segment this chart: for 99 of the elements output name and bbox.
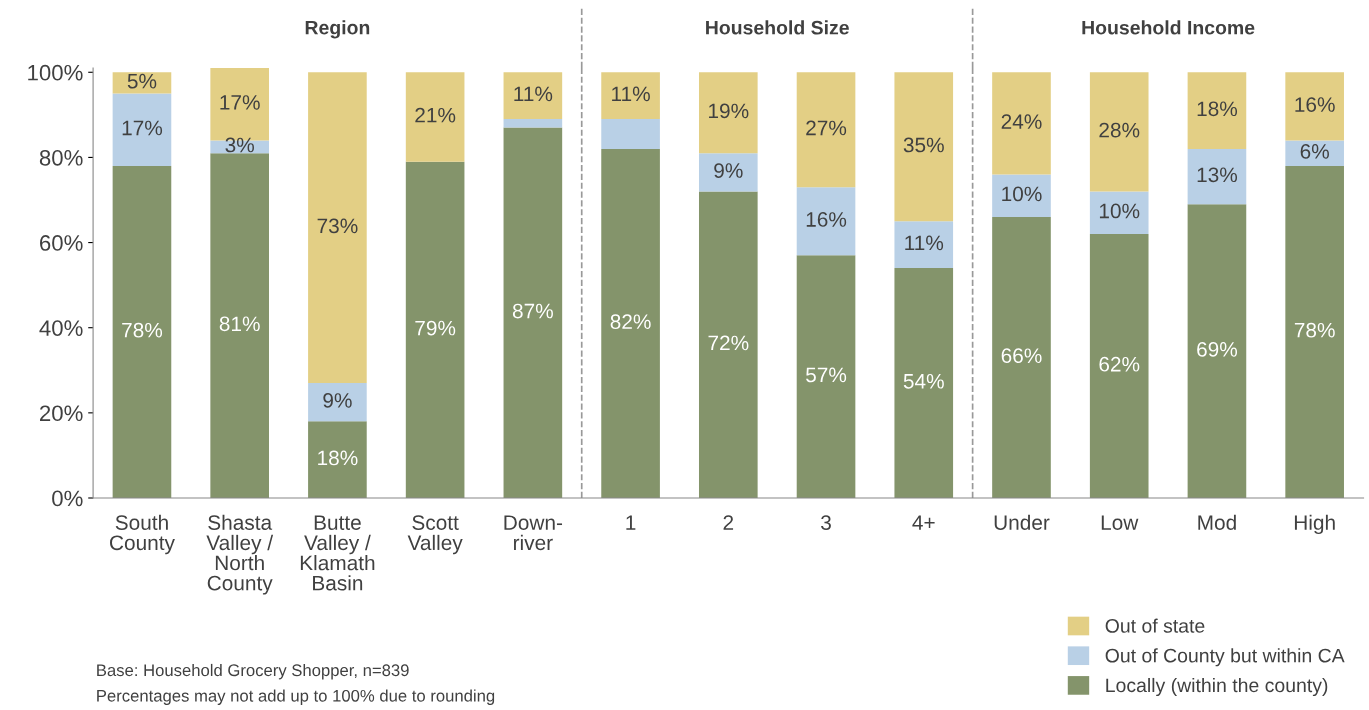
bar — [894, 268, 954, 498]
bar — [894, 72, 954, 222]
data-label: 69% — [1197, 341, 1238, 357]
bar — [112, 93, 172, 166]
y-tick-label: 100% — [28, 64, 83, 81]
y-tick-label: 20% — [40, 405, 83, 422]
bar — [405, 161, 465, 498]
data-label: 79% — [415, 320, 456, 336]
data-label: 18% — [318, 450, 358, 466]
bar — [894, 221, 954, 269]
data-label: 66% — [1001, 348, 1042, 364]
bar — [601, 119, 660, 149]
x-tick-label: South County — [110, 514, 175, 555]
bar — [1285, 72, 1344, 141]
text: Base: Household Grocery Shopper, n=839 — [97, 663, 409, 680]
data-label: 18% — [1197, 101, 1238, 117]
bar — [992, 174, 1051, 218]
bar — [210, 153, 269, 498]
data-label: 72% — [708, 335, 749, 351]
data-label: 9% — [323, 393, 352, 408]
text: Household Size — [706, 20, 849, 35]
bar — [1187, 204, 1247, 498]
data-label: 16% — [1295, 97, 1335, 112]
data-label: 9% — [714, 163, 743, 178]
bar — [308, 421, 367, 498]
bar — [1089, 72, 1149, 192]
data-label: 11% — [612, 86, 650, 102]
legend-label: Out of state — [1105, 618, 1205, 633]
bar — [698, 191, 758, 498]
legend-label: Out of County but within CA — [1105, 648, 1345, 667]
x-tick-label: Butte Valley / Klamath Basin — [300, 515, 375, 591]
bar — [601, 72, 660, 120]
x-tick-label: Down- river — [504, 515, 563, 551]
bar — [503, 127, 563, 498]
data-label: 5% — [127, 73, 157, 89]
x-tick-label: Low — [1101, 515, 1139, 530]
y-tick-label: 0% — [52, 490, 83, 507]
x-tick-label: 3 — [821, 515, 831, 530]
data-label: 10% — [1099, 203, 1140, 219]
y-tick-label: 60% — [40, 235, 83, 251]
bar — [112, 165, 172, 498]
bar — [1187, 148, 1247, 205]
data-label: 24% — [1001, 114, 1042, 129]
x-tick-label: 1 — [626, 515, 636, 530]
legend-label: Locally (within the county) — [1106, 677, 1328, 697]
text: Region — [305, 20, 370, 39]
x-tick-label: 4+ — [912, 515, 935, 530]
data-label: 17% — [122, 120, 163, 136]
bar — [796, 72, 856, 188]
data-label: 3% — [225, 137, 254, 153]
bar — [698, 153, 758, 192]
x-tick-label: Mod — [1198, 514, 1236, 530]
bar — [1089, 191, 1149, 235]
data-label: 11% — [905, 235, 944, 251]
bar — [112, 72, 172, 94]
bar — [992, 217, 1051, 498]
data-label: 54% — [903, 373, 944, 389]
data-label: 35% — [903, 137, 944, 153]
bar — [1089, 234, 1149, 498]
bar — [503, 119, 563, 128]
y-tick-label: 40% — [39, 320, 83, 336]
bar — [1187, 72, 1247, 149]
x-tick-label: Under — [994, 514, 1050, 530]
data-label: 21% — [415, 107, 456, 123]
y-tick-label: 80% — [39, 149, 83, 166]
bar — [308, 72, 367, 384]
data-label: 57% — [806, 367, 847, 383]
data-label: 11% — [514, 86, 553, 102]
data-label: 10% — [1002, 186, 1042, 202]
data-label: 81% — [219, 316, 260, 332]
data-label: 87% — [512, 303, 553, 319]
bar — [1285, 165, 1344, 498]
data-label: 62% — [1099, 356, 1140, 372]
data-label: 13% — [1197, 167, 1238, 183]
text: Household Income — [1082, 20, 1255, 35]
data-label: 78% — [1294, 322, 1335, 338]
bar — [796, 187, 856, 256]
data-label: 16% — [806, 212, 847, 227]
x-tick-label: High — [1294, 514, 1335, 535]
bar — [992, 72, 1051, 175]
data-label: 73% — [317, 218, 358, 234]
bar — [308, 383, 367, 422]
bar — [503, 72, 563, 120]
bar — [1285, 140, 1344, 166]
text: Percentages may not add up to 100% due to rounding — [97, 689, 495, 705]
data-label: 82% — [610, 314, 651, 330]
bar — [796, 255, 856, 498]
bar — [601, 148, 660, 498]
data-label: 28% — [1099, 122, 1140, 138]
data-label: 6% — [1300, 144, 1329, 159]
bar — [698, 72, 758, 154]
data-label: 27% — [806, 120, 847, 136]
data-label: 78% — [122, 322, 163, 338]
bar — [405, 72, 465, 162]
data-label: 19% — [709, 103, 749, 119]
x-tick-label: Scott Valley — [407, 515, 463, 555]
x-tick-label: Shasta Valley / North County — [206, 514, 274, 595]
x-tick-label: 2 — [723, 515, 734, 530]
data-label: 17% — [220, 95, 260, 110]
